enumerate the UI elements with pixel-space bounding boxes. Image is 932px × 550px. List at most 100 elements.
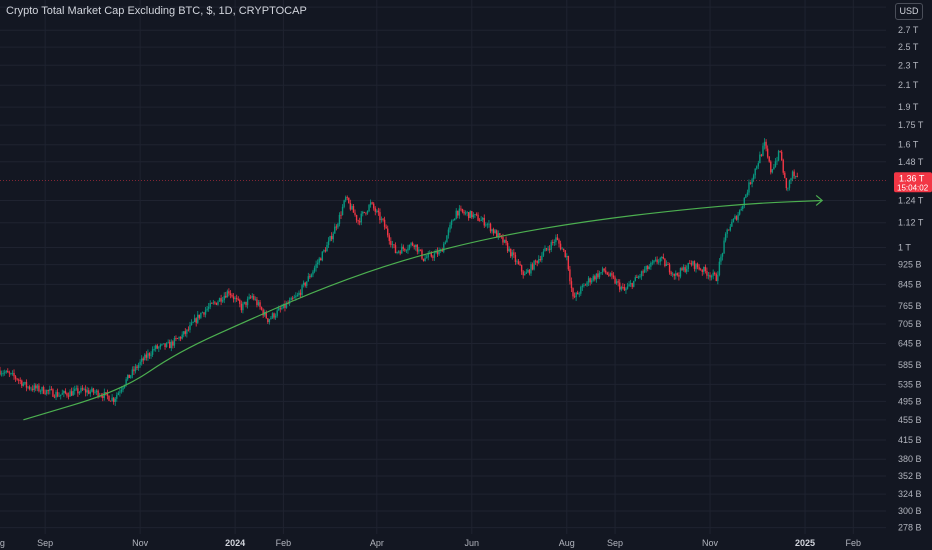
candle-body (612, 275, 615, 278)
y-tick-label: 1.48 T (898, 157, 924, 167)
y-tick-label: 495 B (898, 396, 922, 406)
time-axis[interactable]: Aug Sep Nov 2024 Feb Apr Jun Aug Sep Nov 2025 Feb (0, 538, 861, 548)
candle-body (714, 272, 716, 275)
x-tick-label: Aug (559, 538, 575, 548)
candle-body (147, 353, 149, 358)
candle-body (794, 175, 797, 177)
candle-body (608, 274, 610, 276)
candle-body (477, 214, 479, 221)
candle-body (609, 273, 612, 276)
candle-body (324, 250, 327, 252)
candle-body (116, 394, 118, 399)
candle-body (432, 256, 434, 258)
y-tick-label: 2.5 T (898, 42, 919, 52)
candle-body (424, 258, 426, 262)
candle-body (348, 197, 350, 204)
candle-body (450, 220, 453, 225)
candle-body (117, 392, 120, 395)
candle-body (393, 244, 395, 246)
candle-body (260, 307, 263, 310)
candle-body (408, 244, 411, 249)
candle-body (570, 281, 573, 289)
candle-body (301, 285, 303, 295)
candle-body (696, 263, 699, 268)
candle-body (158, 346, 160, 349)
candle-body (788, 180, 791, 188)
candle-body (11, 372, 14, 374)
trend-curve[interactable] (23, 199, 823, 421)
candle-body (542, 251, 545, 256)
candle-body (665, 263, 668, 266)
y-tick-label: 2.7 T (898, 25, 919, 35)
candle-body (315, 264, 317, 268)
candle-body (225, 295, 227, 298)
candle-body (273, 313, 275, 318)
candle-body (249, 296, 252, 298)
candle-body (312, 271, 314, 275)
y-tick-label: 705 B (898, 319, 922, 329)
candle-body (533, 260, 535, 270)
candle-body (239, 299, 241, 304)
candle-body (369, 202, 372, 205)
candle-body (293, 297, 295, 299)
candle-body (148, 353, 151, 356)
candle-body (620, 286, 622, 290)
price-axis[interactable]: 3 T2.7 T2.5 T2.3 T2.1 T1.9 T1.75 T1.6 T1… (898, 2, 924, 532)
candle-body (422, 258, 425, 262)
candle-body (192, 322, 194, 323)
candle-body (615, 281, 618, 284)
candle-body (39, 390, 42, 392)
candle-body (436, 251, 439, 255)
candle-body (684, 267, 686, 272)
candle-body (120, 389, 123, 392)
candle-body (791, 171, 794, 179)
candle-body (527, 269, 529, 273)
candle-body (167, 342, 169, 343)
candle-body (10, 373, 12, 374)
candle-body (394, 245, 397, 254)
candle-body (67, 395, 70, 397)
candle-body (427, 253, 429, 258)
candle-body (603, 268, 605, 271)
candle-body (724, 233, 727, 241)
candle-body (226, 291, 229, 298)
currency-button[interactable]: USD (895, 3, 923, 20)
candle-body (558, 239, 560, 244)
candle-body (284, 303, 286, 308)
candle-body (64, 390, 67, 394)
candle-body (667, 263, 669, 265)
candle-body (105, 392, 107, 393)
candle-body (390, 240, 392, 245)
candle-body (418, 249, 420, 252)
candle-body (785, 178, 788, 189)
candle-body (718, 261, 721, 276)
candle-body (50, 389, 53, 390)
candle-body (748, 182, 750, 193)
candle-body (371, 202, 373, 204)
candle-body (397, 251, 400, 253)
candle-body (358, 221, 361, 223)
candle-body (144, 354, 146, 361)
y-tick-label: 380 B (898, 454, 922, 464)
candle-body (485, 224, 487, 226)
candle-body (47, 390, 49, 391)
candle-body (70, 391, 73, 396)
candle-body (497, 233, 499, 238)
candle-body (200, 312, 202, 318)
candle-body (402, 246, 404, 249)
candle-body (770, 161, 772, 173)
candle-body (592, 276, 594, 281)
candle-body (186, 329, 188, 334)
candle-body (287, 303, 289, 305)
candle-body (745, 194, 747, 198)
candle-body (24, 381, 26, 384)
candle-body (759, 154, 761, 164)
x-tick-label: Feb (276, 538, 292, 548)
candle-body (514, 254, 517, 262)
candle-body (17, 379, 20, 381)
candle-body (399, 251, 401, 254)
candle-body (496, 230, 498, 238)
candle-body (611, 273, 613, 276)
candle-body (743, 197, 746, 206)
